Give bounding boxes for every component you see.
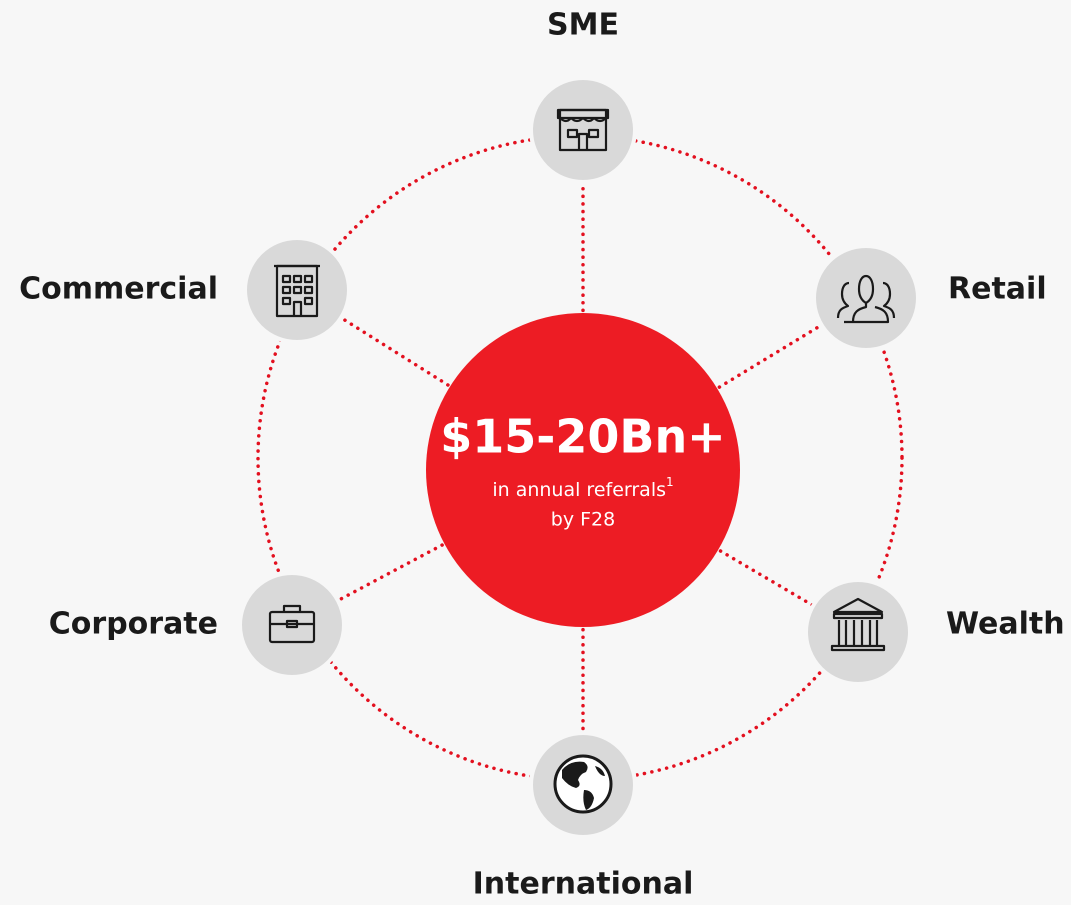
icon-globe	[553, 754, 613, 814]
icons	[268, 108, 896, 814]
node-label: Wealth	[946, 607, 1065, 642]
icon-bank	[830, 597, 886, 652]
node-circle	[812, 244, 920, 352]
center-line2: by F28	[551, 509, 615, 531]
node-circle	[804, 578, 912, 686]
node-label: International	[473, 867, 694, 902]
center-circle	[426, 313, 740, 627]
spoke	[581, 296, 868, 472]
node-circle	[529, 76, 637, 184]
spoke	[295, 288, 585, 472]
node-label: Commercial	[19, 272, 218, 307]
footnote: 1	[666, 475, 674, 489]
icon-people	[836, 274, 896, 324]
nodes: SME Retail Wealth International Corporate Com…	[19, 8, 1064, 902]
icon-briefcase	[268, 604, 316, 644]
node-label: SME	[547, 8, 619, 43]
node-label: Retail	[948, 272, 1047, 307]
center-line1-text: in annual referrals	[492, 479, 666, 501]
node-label: Corporate	[49, 607, 218, 642]
icon-shop	[556, 108, 610, 152]
center-line1: in annual referrals1	[492, 475, 673, 501]
center-value: $15-20Bn+	[440, 410, 725, 464]
icon-building	[274, 264, 320, 318]
ring	[256, 134, 904, 782]
node-circle	[243, 236, 351, 344]
